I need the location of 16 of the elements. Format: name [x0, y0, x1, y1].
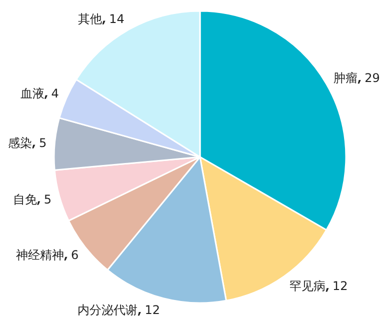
slice-label: 血液 [20, 86, 44, 100]
data-label: 12 [144, 302, 160, 317]
data-label: 6 [71, 248, 79, 262]
data-label: 12 [332, 279, 348, 294]
slice-label: 肿瘤 [334, 71, 358, 85]
data-label: 5 [38, 136, 47, 150]
data-label: 14 [109, 12, 124, 26]
data-label: 5 [44, 192, 52, 206]
data-label: 29 [364, 71, 380, 85]
slice-label: 其他 [78, 12, 102, 26]
slice-label: 罕见病 [290, 279, 326, 294]
slice-label: 神经精神 [16, 248, 64, 262]
slice-label: 内分泌代谢 [78, 302, 138, 317]
slice-label: 自免 [12, 192, 37, 206]
data-label: 4 [51, 86, 59, 100]
slice-label: 感染 [8, 136, 32, 150]
